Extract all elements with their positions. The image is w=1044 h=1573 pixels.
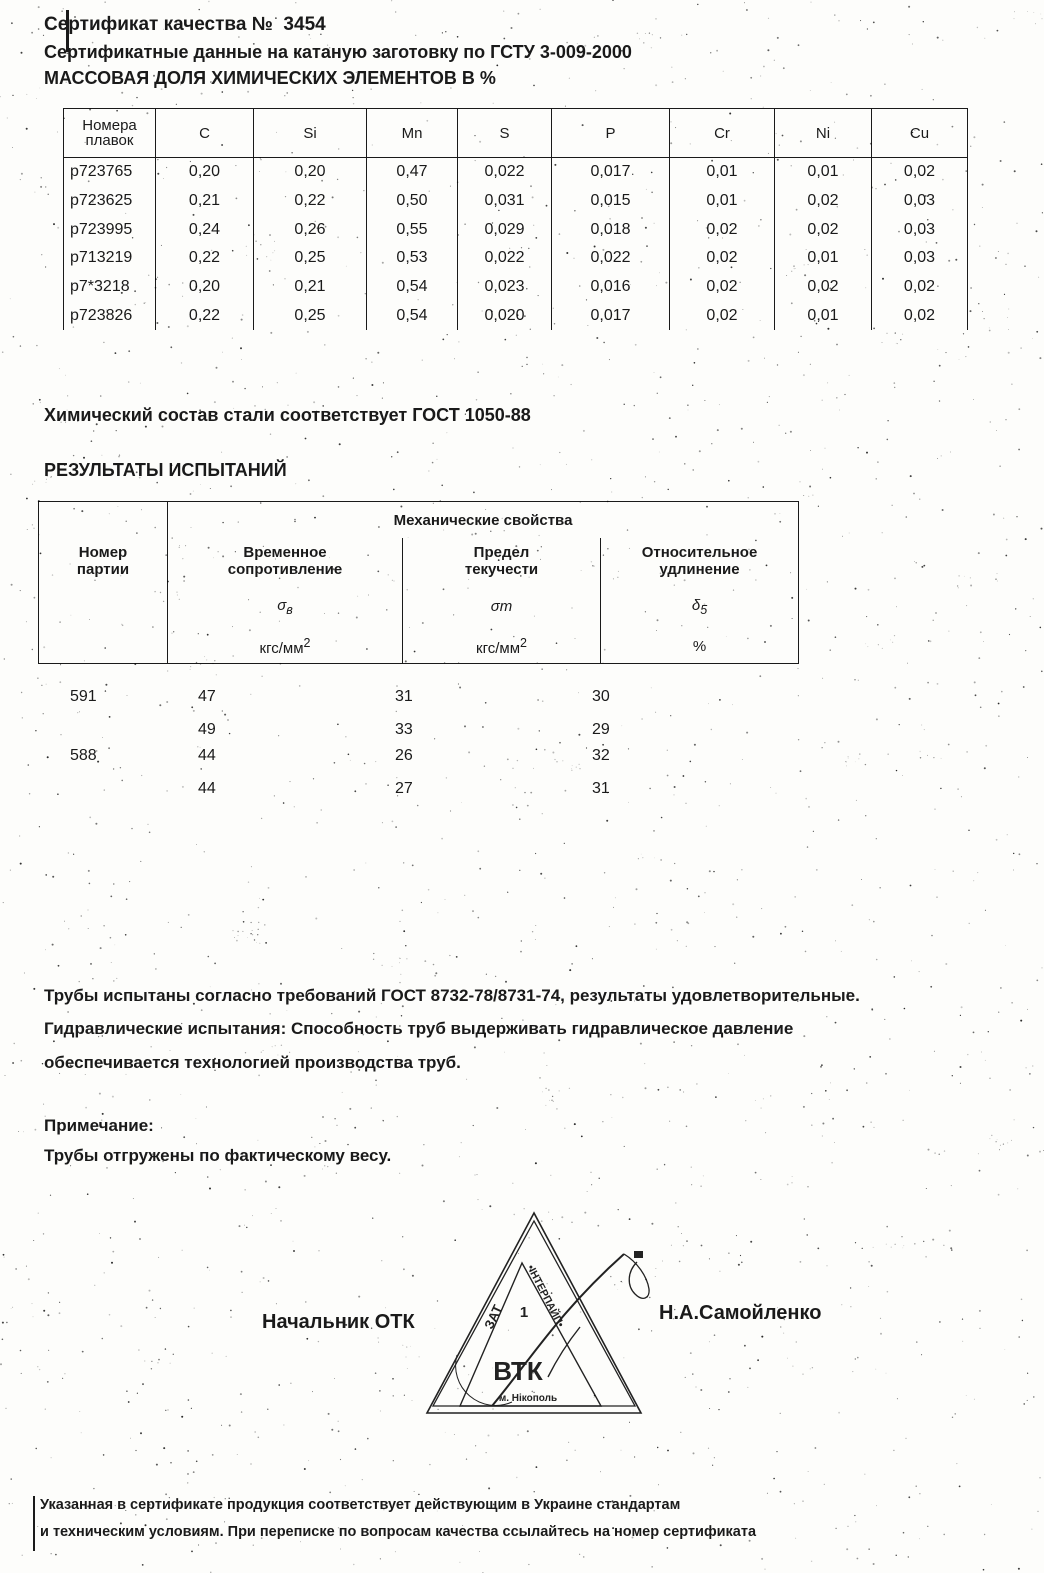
svg-text:м. Нікополь: м. Нікополь [499, 1393, 557, 1404]
svg-text:1: 1 [520, 1304, 528, 1321]
svg-text:ВТК: ВТК [493, 1356, 543, 1386]
